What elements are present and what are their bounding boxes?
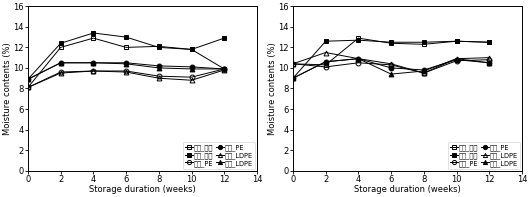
Legend: 건식_종이, 습식_종이, 건식_PE, 습식_PE, 건식_LDPE, 습식_LDPE: 건식_종이, 습식_종이, 건식_PE, 습식_PE, 건식_LDPE, 습식_… [448,142,520,169]
X-axis label: Storage duration (weeks): Storage duration (weeks) [89,185,196,194]
Y-axis label: Moisture contents (%): Moisture contents (%) [268,42,277,135]
Legend: 건식_종이, 습식_종이, 건식_PE, 습식_PE, 건식_LDPE, 습식_LDPE: 건식_종이, 습식_종이, 건식_PE, 습식_PE, 건식_LDPE, 습식_… [183,142,255,169]
Y-axis label: Moisture contents (%): Moisture contents (%) [3,42,12,135]
X-axis label: Storage duration (weeks): Storage duration (weeks) [354,185,461,194]
